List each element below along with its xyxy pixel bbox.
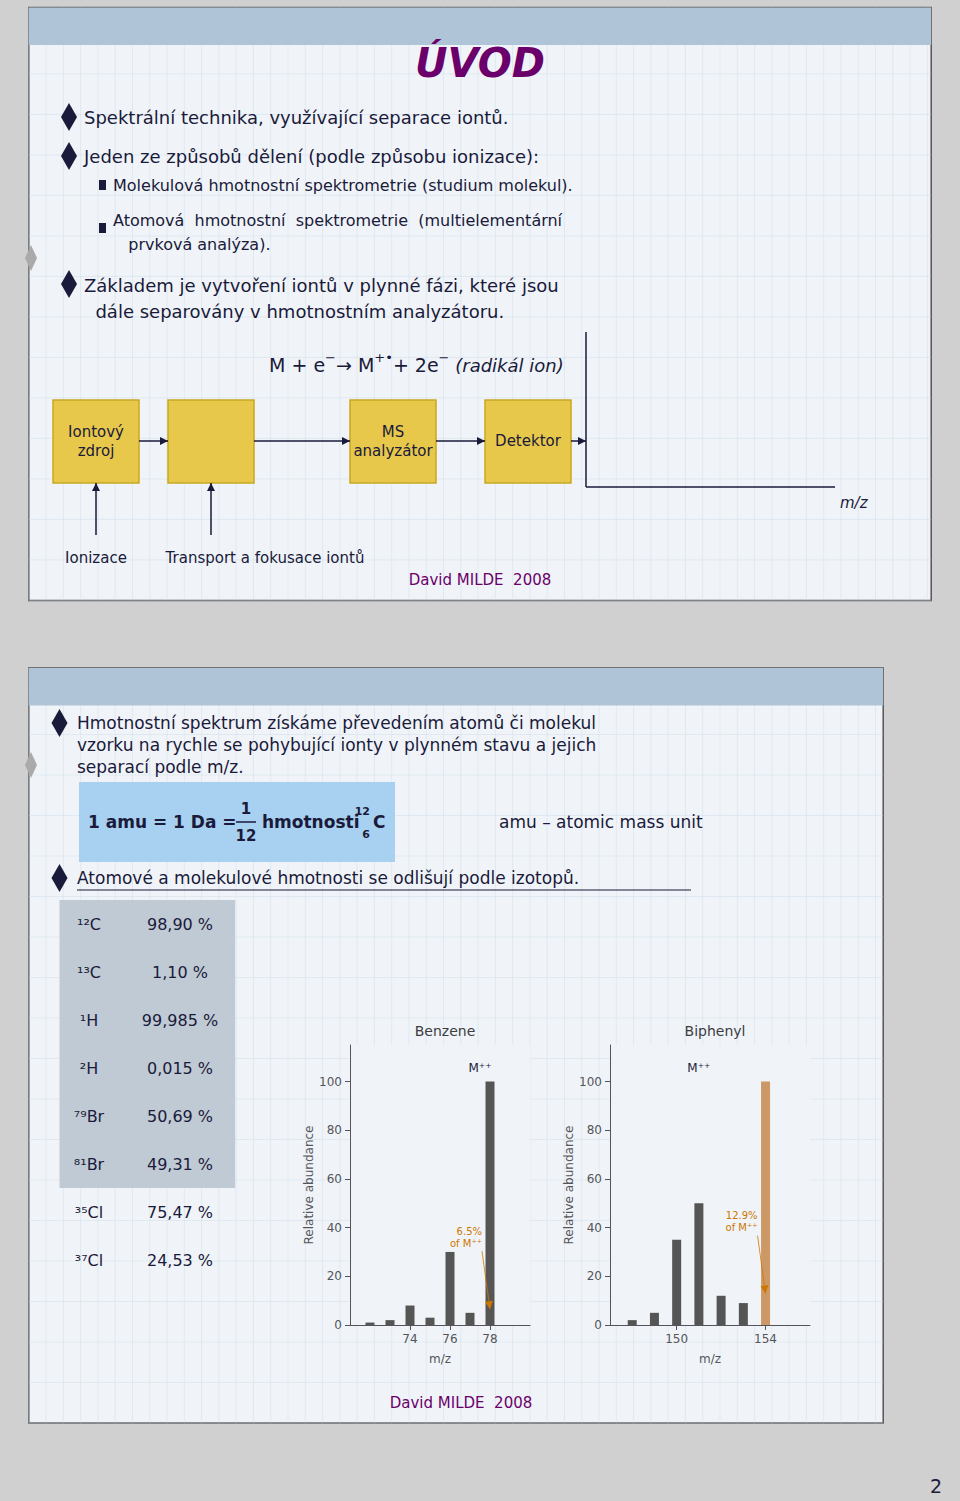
svg-text:→ M: → M xyxy=(336,354,374,376)
svg-text:80: 80 xyxy=(327,1123,342,1137)
svg-text:1,10 %: 1,10 % xyxy=(152,963,208,982)
svg-text:¹H: ¹H xyxy=(80,1011,98,1030)
svg-text:Biphenyl: Biphenyl xyxy=(685,1023,746,1039)
svg-text:⁷⁹Br: ⁷⁹Br xyxy=(74,1107,105,1126)
svg-text:0: 0 xyxy=(334,1318,342,1332)
svg-text:1: 1 xyxy=(241,800,251,818)
svg-text:zdroj: zdroj xyxy=(78,442,115,460)
svg-text:ÚVOD: ÚVOD xyxy=(415,39,545,86)
svg-text:⁸¹Br: ⁸¹Br xyxy=(74,1155,105,1174)
svg-text:Ionizace: Ionizace xyxy=(65,549,127,567)
svg-text:20: 20 xyxy=(587,1269,602,1283)
svg-text:m/z: m/z xyxy=(429,1352,451,1366)
svg-text:Detektor: Detektor xyxy=(495,432,562,450)
svg-text:separací podle m/z.: separací podle m/z. xyxy=(77,757,244,777)
svg-text:24,53 %: 24,53 % xyxy=(147,1251,213,1270)
svg-text:49,31 %: 49,31 % xyxy=(147,1155,213,1174)
svg-text:prvková analýza).: prvková analýza). xyxy=(113,235,271,254)
svg-text:(radikál ion): (radikál ion) xyxy=(450,355,564,376)
svg-text:20: 20 xyxy=(327,1269,342,1283)
svg-text:Spektrální technika, využívají: Spektrální technika, využívající separac… xyxy=(84,107,509,128)
svg-text:150: 150 xyxy=(665,1332,688,1346)
svg-text:C: C xyxy=(373,812,385,832)
svg-text:12.9%: 12.9% xyxy=(726,1210,758,1221)
svg-text:amu – atomic mass unit: amu – atomic mass unit xyxy=(499,812,703,832)
svg-text:David MILDE 2008: David MILDE 2008 xyxy=(390,1394,533,1412)
svg-text:74: 74 xyxy=(402,1332,417,1346)
svg-text:100: 100 xyxy=(319,1075,342,1089)
svg-text:M⁺⁺: M⁺⁺ xyxy=(687,1061,710,1075)
svg-text:Iontový: Iontový xyxy=(68,423,124,441)
svg-text:dále separovány v hmotnostním: dále separovány v hmotnostním analyzátor… xyxy=(84,301,504,322)
svg-text:40: 40 xyxy=(327,1221,342,1235)
svg-text:100: 100 xyxy=(579,1075,602,1089)
svg-text:1 amu = 1 Da =: 1 amu = 1 Da = xyxy=(88,812,237,832)
svg-text:analyzátor: analyzátor xyxy=(353,442,433,460)
svg-text:M⁺⁺: M⁺⁺ xyxy=(468,1061,491,1075)
svg-text:M + e: M + e xyxy=(269,354,325,376)
svg-text:of M⁺⁺: of M⁺⁺ xyxy=(450,1238,482,1249)
svg-text:³⁷Cl: ³⁷Cl xyxy=(75,1251,103,1270)
svg-text:vzorku na rychle se pohybující: vzorku na rychle se pohybující ionty v p… xyxy=(77,735,596,755)
svg-text:of M⁺⁺: of M⁺⁺ xyxy=(726,1222,758,1233)
svg-text:99,985 %: 99,985 % xyxy=(142,1011,218,1030)
svg-text:Atomová hmotnostní spektrome: Atomová hmotnostní spektrometrie (multie… xyxy=(113,211,563,230)
svg-text:78: 78 xyxy=(482,1332,497,1346)
svg-text:m/z: m/z xyxy=(699,1352,721,1366)
svg-text:154: 154 xyxy=(754,1332,777,1346)
svg-text:MS: MS xyxy=(382,423,404,441)
svg-text:²H: ²H xyxy=(80,1059,98,1078)
svg-text:Relative abundance: Relative abundance xyxy=(302,1126,316,1245)
svg-text:hmotnosti: hmotnosti xyxy=(262,812,359,832)
svg-text:60: 60 xyxy=(327,1172,342,1186)
svg-text:Atomové a molekulové hmotnosti: Atomové a molekulové hmotnosti se odlišu… xyxy=(77,868,579,888)
svg-text:Benzene: Benzene xyxy=(415,1023,476,1039)
svg-text:75,47 %: 75,47 % xyxy=(147,1203,213,1222)
svg-text:12: 12 xyxy=(355,805,370,818)
svg-text:50,69 %: 50,69 % xyxy=(147,1107,213,1126)
svg-text:+ 2e: + 2e xyxy=(393,354,439,376)
svg-text:Molekulová hmotnostní spektrom: Molekulová hmotnostní spektrometrie (stu… xyxy=(113,176,573,195)
svg-text:m/z: m/z xyxy=(840,494,869,512)
svg-text:−: − xyxy=(325,350,336,365)
svg-text:Základem je vytvoření iontů v: Základem je vytvoření iontů v plynné fáz… xyxy=(84,275,559,296)
svg-text:6: 6 xyxy=(362,828,370,841)
svg-text:³⁵Cl: ³⁵Cl xyxy=(75,1203,103,1222)
svg-text:98,90 %: 98,90 % xyxy=(147,915,213,934)
svg-text:0,015 %: 0,015 % xyxy=(147,1059,213,1078)
svg-text:Relative abundance: Relative abundance xyxy=(562,1126,576,1245)
svg-text:12: 12 xyxy=(236,827,257,845)
svg-text:0: 0 xyxy=(594,1318,602,1332)
svg-text:Jeden ze způsobů dělení (podle: Jeden ze způsobů dělení (podle způsobu i… xyxy=(83,146,539,167)
svg-text:Hmotnostní spektrum získáme př: Hmotnostní spektrum získáme převedením a… xyxy=(77,713,596,733)
svg-text:40: 40 xyxy=(587,1221,602,1235)
svg-text:¹³C: ¹³C xyxy=(77,963,101,982)
svg-text:76: 76 xyxy=(442,1332,457,1346)
svg-text:80: 80 xyxy=(587,1123,602,1137)
svg-text:60: 60 xyxy=(587,1172,602,1186)
svg-text:¹²C: ¹²C xyxy=(77,915,101,934)
svg-text:2: 2 xyxy=(930,1475,942,1497)
svg-text:−: − xyxy=(439,350,450,365)
svg-text:David MILDE 2008: David MILDE 2008 xyxy=(409,571,552,589)
svg-text:6.5%: 6.5% xyxy=(457,1226,482,1237)
svg-text:Transport a fokusace iontů: Transport a fokusace iontů xyxy=(165,549,365,567)
svg-text:+•: +• xyxy=(374,350,393,365)
